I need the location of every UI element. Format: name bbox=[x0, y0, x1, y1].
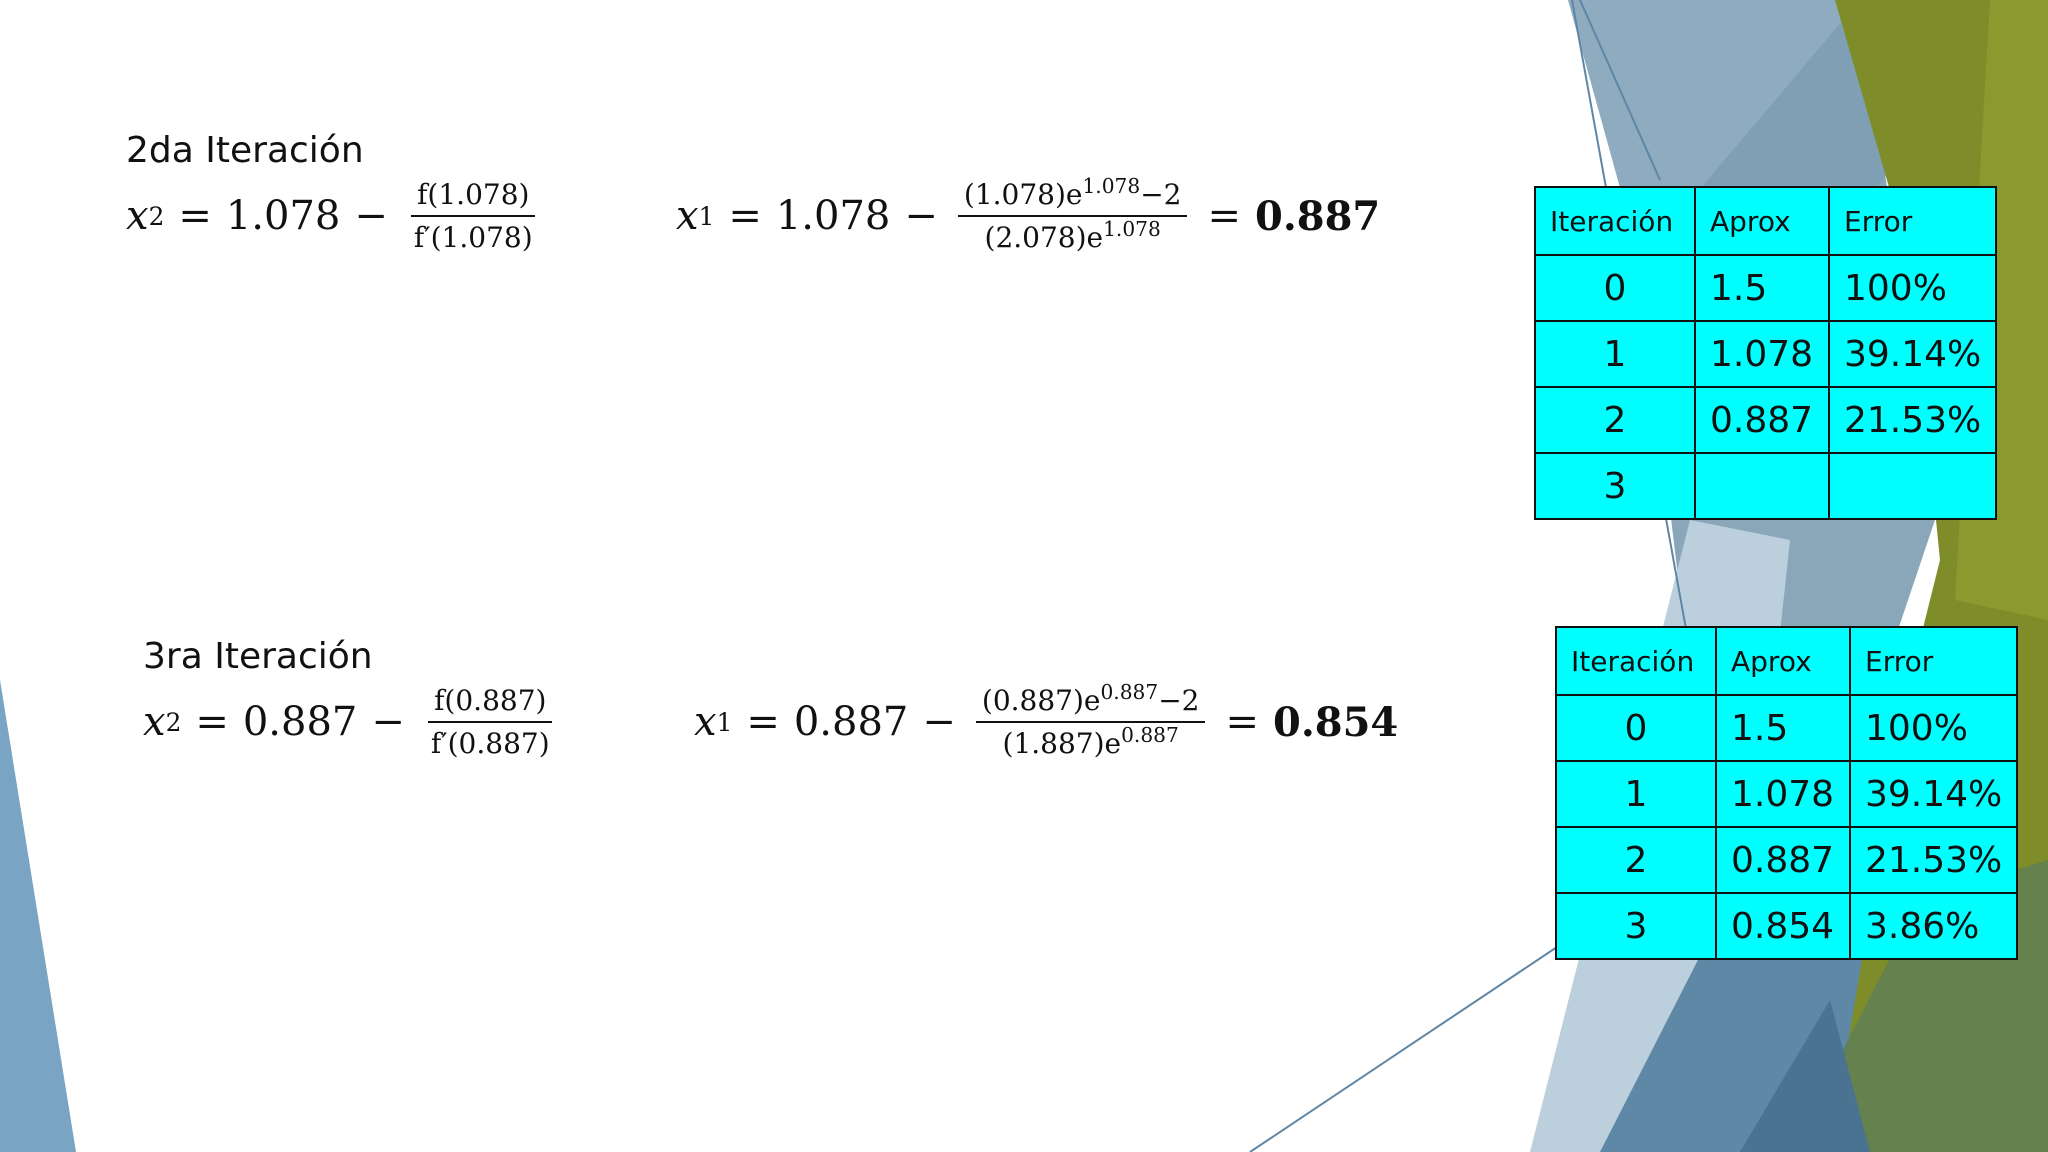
cell-aprox: 0.854 bbox=[1715, 892, 1851, 960]
var-subscript: 1 bbox=[716, 707, 733, 737]
numerator-exponent: 0.887 bbox=[1100, 679, 1159, 704]
cell-aprox: 0.887 bbox=[1694, 386, 1830, 454]
cell-aprox: 1.078 bbox=[1715, 760, 1851, 828]
cell-error: 100% bbox=[1827, 254, 1998, 322]
equals-sign: = bbox=[178, 193, 212, 239]
equals-sign: = bbox=[1225, 699, 1259, 745]
result-value: 0.887 bbox=[1254, 192, 1381, 240]
fraction-numerator: (1.078)e1.078−2 bbox=[957, 176, 1188, 217]
minus-sign: − bbox=[371, 699, 405, 745]
table-row: 3 bbox=[1534, 452, 1998, 520]
cell-error: 39.14% bbox=[1827, 320, 1998, 388]
cell-aprox: 1.5 bbox=[1694, 254, 1830, 322]
cell-iteration: 1 bbox=[1534, 320, 1696, 388]
header-aprox: Aprox bbox=[1715, 626, 1851, 696]
base-value: 1.078 bbox=[225, 193, 341, 239]
decor-line-2 bbox=[1579, 0, 1661, 181]
table-row: 0 1.5 100% bbox=[1534, 254, 1998, 322]
var-x: x bbox=[694, 699, 717, 745]
numerator-base: (0.887)e bbox=[981, 684, 1101, 717]
header-iteracion: Iteración bbox=[1555, 626, 1717, 696]
decor-shape-left-blue bbox=[0, 680, 76, 1152]
var-subscript: 2 bbox=[165, 707, 182, 737]
equals-sign: = bbox=[746, 699, 780, 745]
fraction-denominator: (1.887)e0.887 bbox=[997, 723, 1185, 760]
denominator-base: (1.887)e bbox=[1002, 727, 1122, 760]
cell-aprox: 1.078 bbox=[1694, 320, 1830, 388]
base-value: 0.887 bbox=[793, 699, 909, 745]
cell-error: 100% bbox=[1848, 694, 2019, 762]
cell-aprox bbox=[1694, 452, 1830, 520]
cell-error: 21.53% bbox=[1827, 386, 1998, 454]
denominator-exponent: 1.078 bbox=[1103, 216, 1161, 241]
fraction-numerator: (0.887)e0.887−2 bbox=[975, 682, 1206, 723]
base-value: 1.078 bbox=[775, 193, 891, 239]
fraction-denominator: f′(0.887) bbox=[430, 727, 550, 760]
fraction-denominator: f′(1.078) bbox=[413, 221, 533, 254]
header-iteracion: Iteración bbox=[1534, 186, 1696, 256]
fraction: (1.078)e1.078−2 (2.078)e1.078 bbox=[957, 176, 1188, 254]
var-x: x bbox=[676, 193, 699, 239]
var-x: x bbox=[143, 699, 166, 745]
table-header-row: Iteración Aprox Error bbox=[1534, 186, 1998, 256]
header-error: Error bbox=[1848, 626, 2019, 696]
header-error: Error bbox=[1827, 186, 1998, 256]
base-value: 0.887 bbox=[242, 699, 358, 745]
fraction-numerator: f(0.887) bbox=[428, 684, 553, 723]
cell-iteration: 3 bbox=[1555, 892, 1717, 960]
fraction-denominator: (2.078)e1.078 bbox=[979, 217, 1167, 254]
decor-shape-teal-dark bbox=[1740, 1000, 1870, 1152]
decor-line-3 bbox=[1249, 944, 1561, 1152]
cell-error: 21.53% bbox=[1848, 826, 2019, 894]
cell-iteration: 0 bbox=[1534, 254, 1696, 322]
denominator-exponent: 0.887 bbox=[1121, 722, 1179, 747]
iteration-table-2: Iteración Aprox Error 0 1.5 100% 1 1.078… bbox=[1555, 626, 2019, 960]
table-row: 1 1.078 39.14% bbox=[1555, 760, 2019, 828]
table-row: 2 0.887 21.53% bbox=[1555, 826, 2019, 894]
equals-sign: = bbox=[1207, 193, 1241, 239]
result-value: 0.854 bbox=[1272, 698, 1399, 746]
numerator-tail: −2 bbox=[1158, 684, 1200, 717]
minus-sign: − bbox=[922, 699, 956, 745]
cell-iteration: 2 bbox=[1534, 386, 1696, 454]
section-heading-3ra: 3ra Iteración bbox=[143, 636, 373, 677]
table-row: 3 0.854 3.86% bbox=[1555, 892, 2019, 960]
numerator-base: (1.078)e bbox=[963, 178, 1083, 211]
iteration-table-1: Iteración Aprox Error 0 1.5 100% 1 1.078… bbox=[1534, 186, 1998, 520]
header-aprox: Aprox bbox=[1694, 186, 1830, 256]
equals-sign: = bbox=[728, 193, 762, 239]
equals-sign: = bbox=[195, 699, 229, 745]
numerator-exponent: 1.078 bbox=[1082, 173, 1141, 198]
fraction-numerator: f(1.078) bbox=[411, 178, 536, 217]
fraction: f(0.887) f′(0.887) bbox=[425, 684, 556, 760]
minus-sign: − bbox=[354, 193, 388, 239]
cell-aprox: 0.887 bbox=[1715, 826, 1851, 894]
cell-aprox: 1.5 bbox=[1715, 694, 1851, 762]
table-row: 1 1.078 39.14% bbox=[1534, 320, 1998, 388]
var-x: x bbox=[126, 193, 149, 239]
var-subscript: 2 bbox=[148, 201, 165, 231]
minus-sign: − bbox=[904, 193, 938, 239]
cell-error: 3.86% bbox=[1848, 892, 2019, 960]
cell-error bbox=[1827, 452, 1998, 520]
table-row: 0 1.5 100% bbox=[1555, 694, 2019, 762]
cell-iteration: 2 bbox=[1555, 826, 1717, 894]
numerator-tail: −2 bbox=[1140, 178, 1182, 211]
cell-iteration: 3 bbox=[1534, 452, 1696, 520]
cell-iteration: 1 bbox=[1555, 760, 1717, 828]
fraction: (0.887)e0.887−2 (1.887)e0.887 bbox=[975, 682, 1206, 760]
fraction: f(1.078) f′(1.078) bbox=[408, 178, 539, 254]
table-row: 2 0.887 21.53% bbox=[1534, 386, 1998, 454]
cell-iteration: 0 bbox=[1555, 694, 1717, 762]
denominator-base: (2.078)e bbox=[984, 221, 1104, 254]
section-heading-2da: 2da Iteración bbox=[126, 130, 364, 171]
var-subscript: 1 bbox=[698, 201, 715, 231]
table-header-row: Iteración Aprox Error bbox=[1555, 626, 2019, 696]
cell-error: 39.14% bbox=[1848, 760, 2019, 828]
